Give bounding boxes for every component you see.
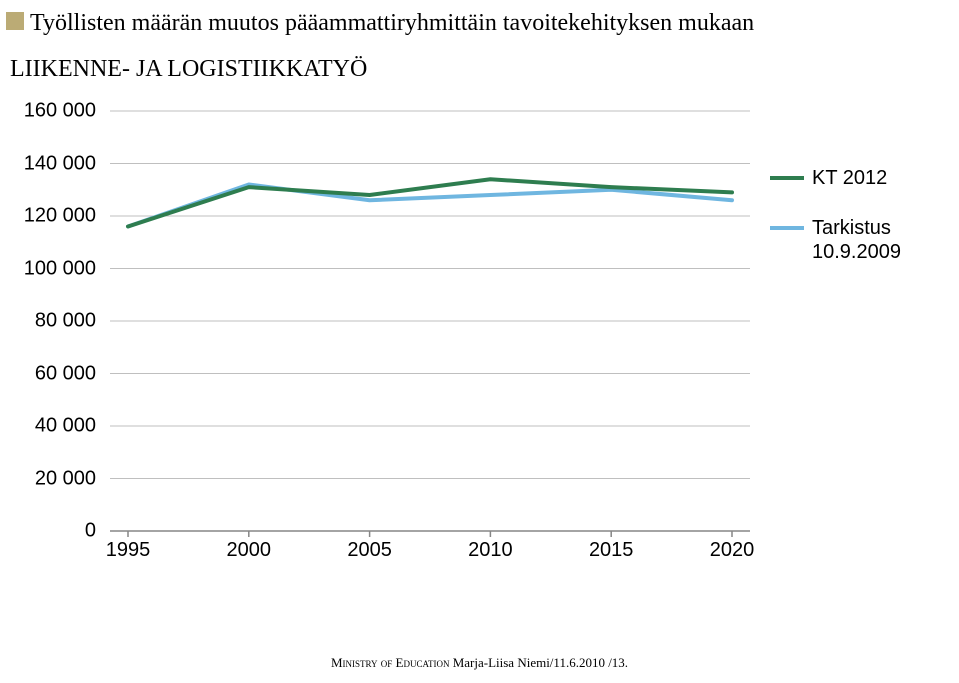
x-tick-label: 2010	[468, 539, 513, 562]
y-tick-label: 40 000	[35, 415, 96, 438]
x-tick-label: 2000	[227, 539, 272, 562]
x-tick-label: 2015	[589, 539, 634, 562]
legend-item: KT 2012	[770, 166, 940, 190]
page-subtitle: LIIKENNE- JA LOGISTIIKKATYÖ	[0, 38, 959, 83]
line-chart	[110, 111, 750, 531]
legend-swatch-icon	[770, 226, 804, 230]
y-tick-label: 20 000	[35, 467, 96, 490]
y-tick-label: 100 000	[24, 257, 96, 280]
legend-label: Tarkistus 10.9.2009	[812, 216, 940, 264]
y-tick-label: 140 000	[24, 152, 96, 175]
y-tick-label: 160 000	[24, 100, 96, 123]
footer-ministry: Ministry of Education	[331, 655, 450, 670]
footer: Ministry of Education Marja-Liisa Niemi/…	[0, 655, 959, 671]
x-tick-label: 2020	[710, 539, 755, 562]
y-axis-labels: 020 00040 00060 00080 000100 000120 0001…	[10, 111, 102, 531]
y-tick-label: 120 000	[24, 205, 96, 228]
title-bullet-icon	[6, 12, 24, 30]
chart-container: 0 20 000 40 000 60 000 80 000 100 000 120 000 1…	[10, 111, 940, 611]
legend-label: KT 2012	[812, 166, 887, 190]
title-row: Työllisten määrän muutos pääammattiryhmi…	[0, 0, 959, 38]
y-tick-label: 60 000	[35, 362, 96, 385]
legend-swatch-icon	[770, 176, 804, 180]
y-tick-label: 80 000	[35, 310, 96, 333]
legend-item: Tarkistus 10.9.2009	[770, 216, 940, 264]
x-axis-labels: 199520002005201020152020	[110, 539, 750, 569]
chart-legend: KT 2012 Tarkistus 10.9.2009	[770, 166, 940, 290]
footer-author: Marja-Liisa Niemi/11.6.2010 /13.	[449, 655, 628, 670]
y-tick-label: 0	[85, 520, 96, 543]
x-tick-label: 1995	[106, 539, 151, 562]
page-title: Työllisten määrän muutos pääammattiryhmi…	[30, 8, 754, 38]
x-tick-label: 2005	[347, 539, 392, 562]
